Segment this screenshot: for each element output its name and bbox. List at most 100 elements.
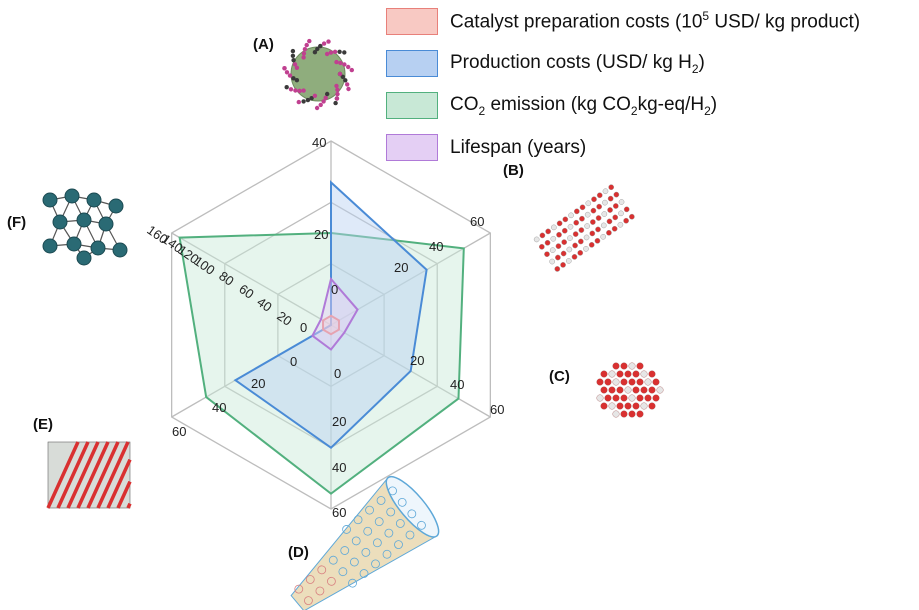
sphere-dot [326,39,331,44]
sphere-dot [309,96,314,101]
sphere-dot [305,97,311,103]
cluster-atom [652,394,660,402]
legend-swatch-catalyst [386,8,438,35]
nanoparticle-sphere-icon [282,38,354,111]
cluster-atom [600,402,608,410]
sphere-dot [301,55,306,60]
cluster-atom [628,410,636,418]
lattice-atom [589,230,596,237]
cluster-atom [632,386,640,394]
sphere-dot [346,64,351,70]
sphere-dot [337,71,343,77]
legend-item-lifespan: Lifespan (years) [386,132,916,163]
tube-cell [340,546,350,555]
cluster-atom [612,394,620,402]
sphere-dot [333,100,338,106]
panel-label-c: (C) [549,368,570,385]
tick-e-20: 20 [251,376,265,391]
tube-cell [315,586,325,596]
radar-series [178,180,465,495]
radar-tick-labels: 20 40 20 40 60 20 40 60 20 40 60 20 40 6… [144,135,504,520]
lattice-atom [539,244,545,250]
sphere-dot [337,49,342,54]
cluster-atom [612,410,620,418]
legend-label-lifespan: Lifespan (years) [450,136,587,158]
lattice-atom [596,203,602,210]
cluster-node [42,238,58,254]
tube-cell [317,565,327,575]
tube-cell [328,555,338,565]
cluster-atom [600,386,608,394]
cluster-atom [640,370,648,378]
tube-cell [388,486,397,496]
chart-legend: Catalyst preparation costs (105 USD/ kg … [386,6,916,174]
tube-cell [304,596,313,606]
sphere-dot [301,99,306,104]
cluster-atom [608,370,616,378]
legend-swatch-lifespan [386,134,438,161]
lattice-atom [612,214,619,221]
sphere-dot [302,47,308,52]
cluster-node [76,212,92,228]
cluster-atom [632,370,640,378]
cluster-atom [620,394,628,402]
legend-label-co2: CO2 emission (kg CO2kg-eq/H2) [450,93,718,118]
sphere-dot [334,59,339,65]
tube-cell [374,517,384,527]
sphere-dot [291,76,296,81]
tube-cell [407,509,417,519]
sphere-dot [328,50,334,55]
cluster-atom [652,378,660,386]
cube-layer [116,480,132,509]
tube-cell [417,520,426,530]
crystal-lattice-icon [533,184,635,272]
cluster-atom [600,370,608,378]
lattice-atom [566,246,573,253]
series-catalyst-polygon [322,314,340,336]
sphere-dot [307,38,312,44]
lattice-atom [618,210,624,217]
lattice-atom [549,258,555,265]
cluster-node [42,192,58,208]
cluster-atom [604,378,612,386]
lattice-atom [600,222,607,229]
cluster-atom [636,410,644,418]
lattice-atom [602,199,608,206]
sphere-dot [284,70,290,75]
sphere-dot [346,86,351,92]
cluster-node [76,250,92,266]
lattice-atom [573,219,580,226]
lattice-atom [539,232,546,239]
lattice-atom [606,218,613,225]
sphere-dot [349,67,354,73]
tick-b-20: 20 [394,260,408,275]
lattice-atom [562,216,569,223]
cube-body [47,441,131,509]
lattice-atom [583,234,590,241]
tube-cell [405,530,415,540]
lattice-atom [579,215,585,222]
sphere-dot [287,73,293,78]
cluster-node [108,198,124,214]
cluster-atom [648,386,656,394]
lattice-atom [613,191,620,198]
cube-layer [126,502,132,509]
legend-item-catalyst: Catalyst preparation costs (105 USD/ kg … [386,6,916,37]
cluster-atom [628,394,636,402]
lattice-atom [574,208,580,215]
sphere-dot [293,88,298,93]
lattice-atom [608,184,615,191]
lattice-atom [567,235,573,241]
tube-cell [376,496,386,505]
tube-cell [386,507,396,517]
nanotube-icon [290,475,440,610]
cluster-node [64,188,80,204]
legend-label-production: Production costs (USD/ kg H2) [450,51,705,76]
legend-swatch-production [386,50,438,77]
tube-cell [351,536,361,546]
lattice-atom [601,211,608,217]
crystal-cluster-icon [596,362,664,418]
cluster-node [86,192,102,208]
cluster-atom [628,378,636,386]
lattice-atom [533,236,540,243]
